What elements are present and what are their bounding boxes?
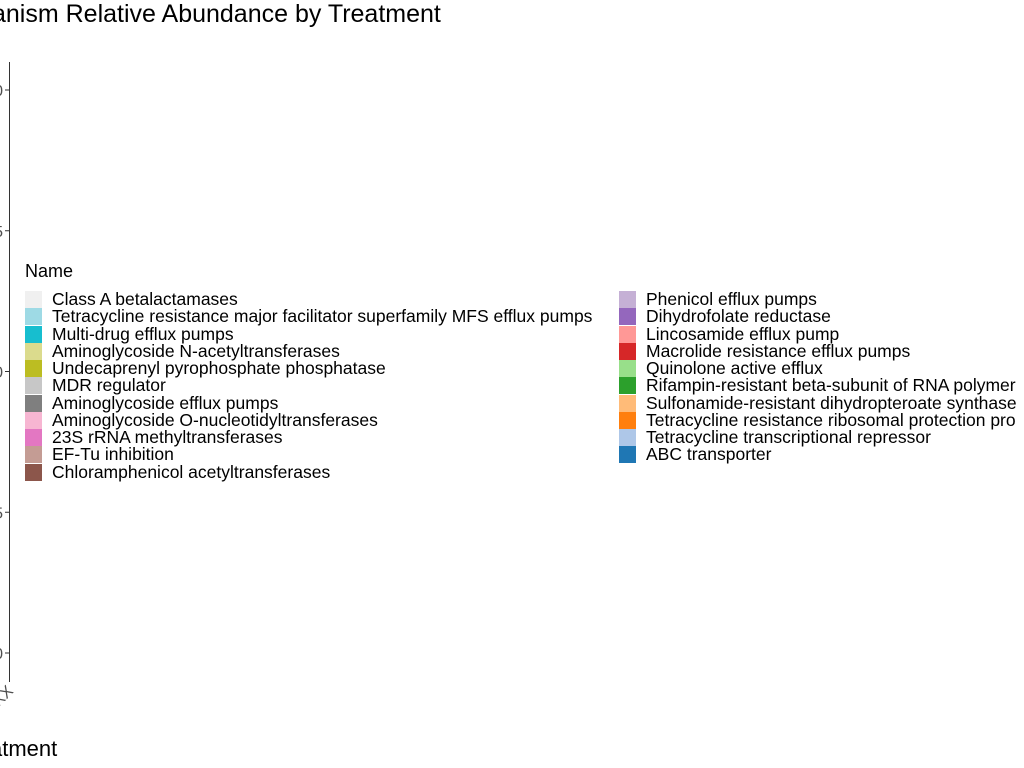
legend-swatch <box>25 411 42 429</box>
legend-swatch <box>619 429 636 446</box>
legend-label: Phenicol efflux pumps <box>646 289 817 309</box>
legend-item: 23S rRNA methyltransferases <box>25 427 283 447</box>
legend-swatch <box>619 377 636 395</box>
y-axis-ticks: 0 5 0 5 0 <box>0 83 9 663</box>
legend-swatch <box>619 411 636 429</box>
legend-item: Multi-drug efflux pumps <box>25 323 234 344</box>
x-tick-label: XX <box>0 683 17 710</box>
legend-label: MDR regulator <box>52 375 166 396</box>
legend-item: EF-Tu inhibition <box>25 444 174 465</box>
legend-label: ABC transporter <box>646 444 772 465</box>
legend-label: Class A betalactamases <box>52 289 238 309</box>
legend-swatch <box>619 360 636 377</box>
legend-swatch <box>619 342 636 360</box>
y-tick-label: 5 <box>0 505 3 522</box>
legend-item: Tetracycline resistance major facilitato… <box>25 306 593 327</box>
legend-item: Phenicol efflux pumps <box>619 289 817 309</box>
legend-label: Tetracycline resistance major facilitato… <box>52 306 593 327</box>
legend-label: Dihydrofolate reductase <box>646 306 831 327</box>
legend-swatch <box>25 446 42 464</box>
y-tick-label: 0 <box>0 365 3 382</box>
legend-item: Aminoglycoside O-nucleotidyltransferases <box>25 409 378 430</box>
legend-swatch <box>25 463 42 481</box>
legend-swatch <box>619 446 636 464</box>
legend-swatch <box>25 429 42 446</box>
chart-title: anism Relative Abundance by Treatment <box>0 0 441 28</box>
legend-item: Aminoglycoside efflux pumps <box>25 392 279 413</box>
legend-swatch <box>619 394 636 412</box>
y-tick-label: 0 <box>0 646 3 663</box>
legend-swatch <box>25 377 42 395</box>
legend-label: 23S rRNA methyltransferases <box>52 427 283 447</box>
legend-swatch <box>25 360 42 377</box>
legend-label: Aminoglycoside O-nucleotidyltransferases <box>52 409 378 430</box>
legend-label: Macrolide resistance efflux pumps <box>646 340 911 361</box>
x-axis-label: atment <box>0 736 58 761</box>
legend-label: Multi-drug efflux pumps <box>52 323 234 344</box>
legend-label: Sulfonamide-resistant dihydropteroate sy… <box>646 392 1017 413</box>
legend-label: Tetracycline transcriptional repressor <box>646 427 931 447</box>
x-axis-ticks: XX <box>0 683 17 710</box>
legend-title: Name <box>25 261 74 281</box>
legend-label: Undecaprenyl pyrophosphate phosphatase <box>52 358 386 378</box>
legend-item: Tetracycline resistance ribosomal protec… <box>619 409 1016 430</box>
legend-label: Lincosamide efflux pump <box>646 323 840 344</box>
y-tick-label: 5 <box>0 224 3 241</box>
legend-swatch <box>25 342 42 360</box>
legend-label: Quinolone active efflux <box>646 358 823 378</box>
legend-label: Aminoglycoside efflux pumps <box>52 392 279 413</box>
legend-item: Chloramphenicol acetyltransferases <box>25 461 331 482</box>
legend-swatch <box>619 291 636 308</box>
legend-swatch <box>25 394 42 412</box>
legend-swatch <box>25 291 42 308</box>
legend-item: Quinolone active efflux <box>619 358 823 378</box>
legend-item: Undecaprenyl pyrophosphate phosphatase <box>25 358 386 378</box>
legend-item: Sulfonamide-resistant dihydropteroate sy… <box>619 392 1017 413</box>
legend-swatch <box>25 325 42 343</box>
legend-label: Aminoglycoside N-acetyltransferases <box>52 340 340 361</box>
legend-item: Rifampin-resistant beta-subunit of RNA p… <box>619 375 1016 396</box>
y-tick-label: 0 <box>0 83 3 100</box>
legend-swatch <box>619 308 636 326</box>
legend-swatch <box>25 308 42 326</box>
legend-item: Aminoglycoside N-acetyltransferases <box>25 340 340 361</box>
legend-label: Tetracycline resistance ribosomal protec… <box>646 409 1016 430</box>
legend-label: EF-Tu inhibition <box>52 444 174 465</box>
legend-item: Class A betalactamases <box>25 289 238 309</box>
legend-item: ABC transporter <box>619 444 772 465</box>
legend-swatch <box>619 325 636 343</box>
legend-item: MDR regulator <box>25 375 166 396</box>
legend-label: Rifampin-resistant beta-subunit of RNA p… <box>646 375 1016 396</box>
legend-label: Chloramphenicol acetyltransferases <box>52 461 331 482</box>
legend-item: Dihydrofolate reductase <box>619 306 831 327</box>
legend-item: Macrolide resistance efflux pumps <box>619 340 911 361</box>
legend-item: Lincosamide efflux pump <box>619 323 840 344</box>
legend-item: Tetracycline transcriptional repressor <box>619 427 931 447</box>
